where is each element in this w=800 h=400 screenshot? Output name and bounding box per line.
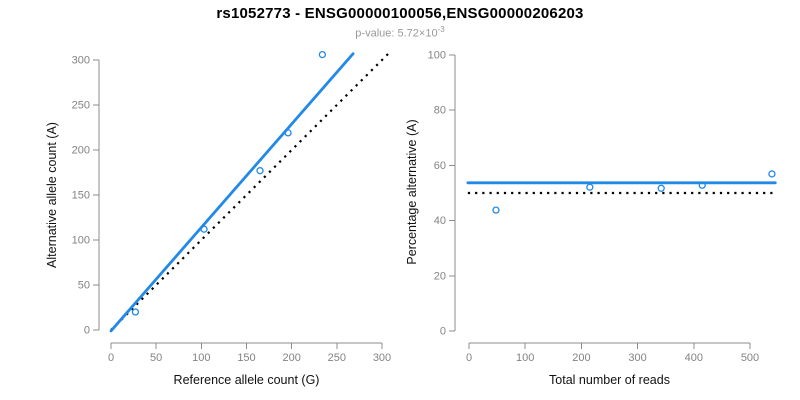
data-point <box>318 50 327 59</box>
identity-line <box>110 51 391 331</box>
data-point <box>131 308 140 316</box>
data-point <box>657 184 665 192</box>
data-point <box>284 129 292 137</box>
y-tick-label: 40 <box>434 215 446 227</box>
x-tick-label: 0 <box>108 352 114 364</box>
fit-line <box>109 52 355 333</box>
x-tick-label: 300 <box>628 352 646 364</box>
pvalue-exponent: -3 <box>437 25 445 34</box>
y-tick-label: 250 <box>72 100 90 112</box>
y-axis-title: Alternative allele count (A) <box>45 122 59 268</box>
x-tick-label: 50 <box>150 352 162 364</box>
x-tick-label: 400 <box>685 352 703 364</box>
y-tick-label: 60 <box>434 160 446 172</box>
axes <box>93 59 383 349</box>
y-tick-label: 80 <box>434 105 446 117</box>
x-tick-label: 100 <box>516 352 534 364</box>
x-tick-label: 250 <box>328 352 346 364</box>
pvalue-base: 5.72×10 <box>397 27 438 40</box>
y-tick-label: 100 <box>428 50 446 62</box>
y-tick-label: 20 <box>434 270 446 282</box>
data-point <box>492 206 500 214</box>
data-point <box>200 225 208 233</box>
data-point <box>698 181 706 189</box>
y-tick-label: 0 <box>84 325 90 337</box>
x-tick-label: 200 <box>282 352 300 364</box>
plot-subtitle: p-value: 5.72×10-3 <box>0 25 800 40</box>
x-tick-label: 100 <box>192 352 210 364</box>
y-tick-label: 200 <box>72 145 90 157</box>
y-tick-label: 50 <box>78 280 90 292</box>
pvalue-prefix: p-value: <box>355 27 398 40</box>
right-plot: 0 20 40 60 80 100 0 100 200 300 400 500 Total number… <box>405 50 777 387</box>
y-tick-label: 0 <box>440 326 446 338</box>
y-tick-label: 100 <box>72 235 90 247</box>
y-tick-label: 150 <box>72 190 90 202</box>
x-tick-label: 500 <box>741 352 759 364</box>
x-axis-title: Total number of reads <box>549 373 670 387</box>
data-point <box>256 167 264 175</box>
data-point <box>586 183 594 191</box>
x-tick-label: 0 <box>466 352 472 364</box>
axes <box>449 54 751 349</box>
data-point <box>768 170 776 178</box>
left-plot: 0 50 100 150 200 250 300 0 50 100 150 200 250 300 Refe… <box>45 50 391 387</box>
x-tick-label: 200 <box>572 352 590 364</box>
plot-title: rs1052773 - ENSG00000100056,ENSG00000206… <box>216 5 584 22</box>
y-axis-title: Percentage alternative (A) <box>405 119 419 264</box>
x-tick-label: 150 <box>237 352 255 364</box>
y-tick-label: 300 <box>72 55 90 67</box>
x-axis-title: Reference allele count (G) <box>174 373 320 387</box>
x-tick-label: 300 <box>373 352 391 364</box>
